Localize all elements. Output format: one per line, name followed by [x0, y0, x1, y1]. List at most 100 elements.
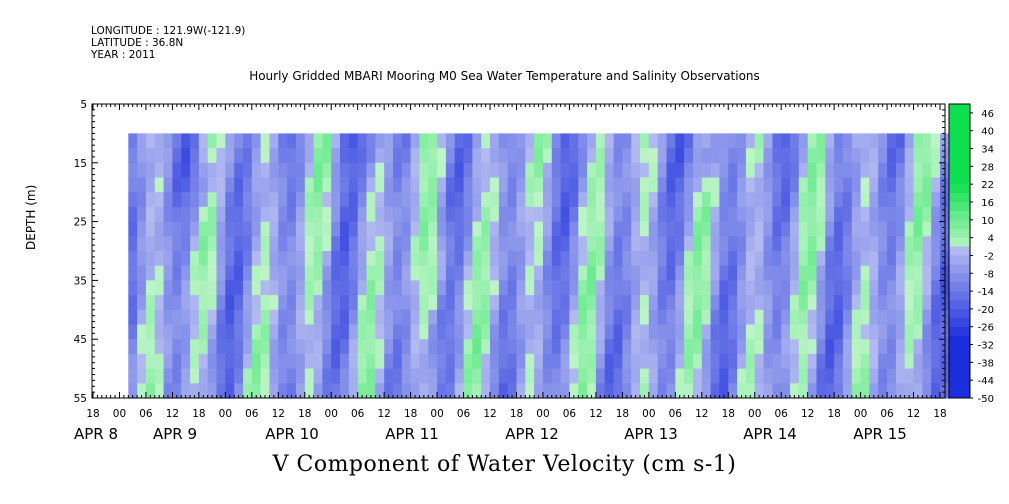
heatmap-cell	[137, 133, 147, 149]
heatmap-cell	[304, 324, 315, 340]
heatmap-cell	[622, 383, 632, 399]
heatmap-cell	[216, 353, 226, 370]
heatmap-cell	[604, 221, 615, 237]
heatmap-cell	[437, 353, 447, 370]
heatmap-cell	[154, 265, 165, 281]
heatmap-cell	[251, 324, 262, 340]
heatmap-cell	[128, 295, 138, 311]
heatmap-cell	[569, 339, 579, 355]
heatmap-cell	[243, 177, 253, 193]
heatmap-cell	[772, 148, 782, 164]
heatmap-cell	[666, 383, 676, 399]
heatmap-cell	[684, 383, 694, 399]
heatmap-cell	[693, 221, 703, 237]
heatmap-cell	[701, 295, 712, 311]
heatmap-cell	[243, 251, 253, 267]
heatmap-cell	[463, 221, 473, 237]
heatmap-cell	[640, 206, 650, 223]
heatmap-cell	[340, 251, 350, 267]
heatmap-cell	[772, 339, 782, 355]
heatmap-cell	[331, 265, 341, 281]
heatmap-cell	[569, 324, 579, 340]
heatmap-cell	[913, 177, 923, 193]
heatmap-cell	[860, 339, 870, 355]
heatmap-cell	[287, 221, 297, 237]
heatmap-cell	[834, 221, 844, 237]
heatmap-cell	[278, 177, 288, 193]
heatmap-cell	[225, 353, 235, 370]
heatmap-cell	[428, 133, 438, 149]
heatmap-cell	[366, 295, 376, 311]
heatmap-cell	[763, 221, 773, 237]
heatmap-cell	[825, 177, 835, 193]
colorbar-label: 40	[981, 127, 994, 138]
heatmap-cell	[754, 236, 765, 252]
heatmap-cell	[745, 324, 756, 340]
heatmap-cell	[419, 368, 429, 384]
heatmap-cell	[348, 162, 359, 179]
heatmap-cell	[163, 177, 173, 193]
heatmap-cell	[684, 162, 694, 179]
heatmap-cell	[137, 148, 147, 164]
heatmap-cell	[340, 221, 350, 237]
heatmap-cell	[684, 353, 694, 370]
heatmap-cell	[490, 192, 500, 208]
heatmap-cell	[613, 339, 623, 355]
heatmap-cell	[331, 295, 341, 311]
heatmap-cell	[737, 368, 747, 384]
heatmap-cell	[790, 368, 800, 384]
heatmap-cell	[198, 353, 209, 370]
heatmap-cell	[657, 133, 668, 149]
heatmap-cell	[895, 309, 906, 326]
colorbar-swatch	[949, 371, 970, 381]
heatmap-cell	[745, 339, 756, 355]
heatmap-cell	[516, 221, 526, 237]
heatmap-cell	[631, 206, 641, 223]
colorbar-swatch	[949, 282, 970, 292]
heatmap-cell	[454, 192, 465, 208]
heatmap-cell	[287, 265, 297, 281]
heatmap-cell	[745, 280, 756, 296]
heatmap-cell	[243, 162, 253, 179]
heatmap-cell	[269, 221, 279, 237]
heatmap-cell	[375, 162, 385, 179]
heatmap-cell	[772, 324, 782, 340]
heatmap-cell	[304, 368, 315, 384]
heatmap-cell	[640, 162, 650, 179]
heatmap-cell	[560, 236, 570, 252]
heatmap-cell	[507, 309, 518, 326]
heatmap-cell	[419, 383, 429, 399]
heatmap-cell	[913, 206, 923, 223]
heatmap-cell	[587, 339, 597, 355]
heatmap-cell	[587, 162, 597, 179]
heatmap-cell	[763, 280, 773, 296]
heatmap-cell	[931, 383, 941, 399]
heatmap-cell	[234, 221, 244, 237]
heatmap-cell	[904, 280, 915, 296]
heatmap-cell	[913, 353, 923, 370]
heatmap-cell	[781, 309, 791, 326]
heatmap-cell	[384, 236, 394, 252]
heatmap-cell	[463, 339, 473, 355]
heatmap-cell	[807, 324, 818, 340]
heatmap-cell	[463, 280, 473, 296]
heatmap-cell	[401, 148, 412, 164]
heatmap-cell	[878, 177, 888, 193]
heatmap-cell	[154, 324, 165, 340]
heatmap-cell	[904, 148, 915, 164]
heatmap-cell	[375, 368, 385, 384]
heatmap-cell	[295, 221, 306, 237]
heatmap-cell	[825, 309, 835, 326]
heatmap-cell	[887, 324, 897, 340]
heatmap-cell	[313, 368, 323, 384]
heatmap-cell	[904, 251, 915, 267]
heatmap-cell	[190, 177, 200, 193]
heatmap-cell	[719, 280, 729, 296]
heatmap-cell	[516, 339, 526, 355]
heatmap-cell	[701, 177, 712, 193]
heatmap-cell	[701, 353, 712, 370]
heatmap-cell	[869, 162, 879, 179]
x-tick-label: 18	[933, 408, 946, 420]
heatmap-cell	[357, 236, 368, 252]
heatmap-cell	[375, 265, 385, 281]
